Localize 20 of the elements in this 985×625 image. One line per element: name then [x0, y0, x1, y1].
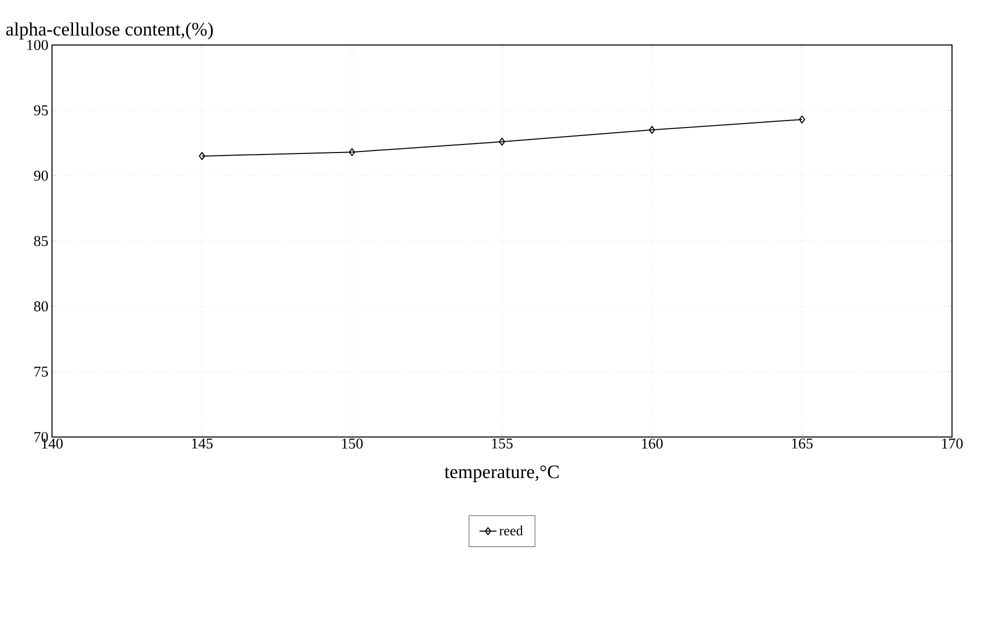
point	[648, 126, 656, 134]
y-tick-label: 100	[27, 40, 48, 50]
x-tick-label: 150	[342, 438, 363, 449]
point	[798, 115, 806, 124]
point	[198, 152, 206, 160]
y-tick-label: 90	[34, 170, 48, 181]
y-axis-title: alpha-cellulose content,(%)	[6, 22, 213, 40]
x-tick-label: 170	[942, 438, 963, 449]
x-tick-label: 160	[642, 438, 663, 449]
x-tick-label: 165	[792, 438, 813, 449]
point	[348, 148, 356, 156]
y-tick-label: 85	[34, 236, 48, 246]
x-tick-label: 155	[492, 438, 513, 449]
x-tick-label: 145	[192, 438, 213, 449]
y-tick-label: 75	[34, 366, 48, 377]
x-axis-title: temperature,°C	[444, 465, 559, 482]
legend-label: reed	[499, 526, 523, 536]
point	[498, 138, 506, 146]
y-tick-label: 95	[34, 105, 48, 116]
y-tick-label: 80	[34, 301, 48, 312]
